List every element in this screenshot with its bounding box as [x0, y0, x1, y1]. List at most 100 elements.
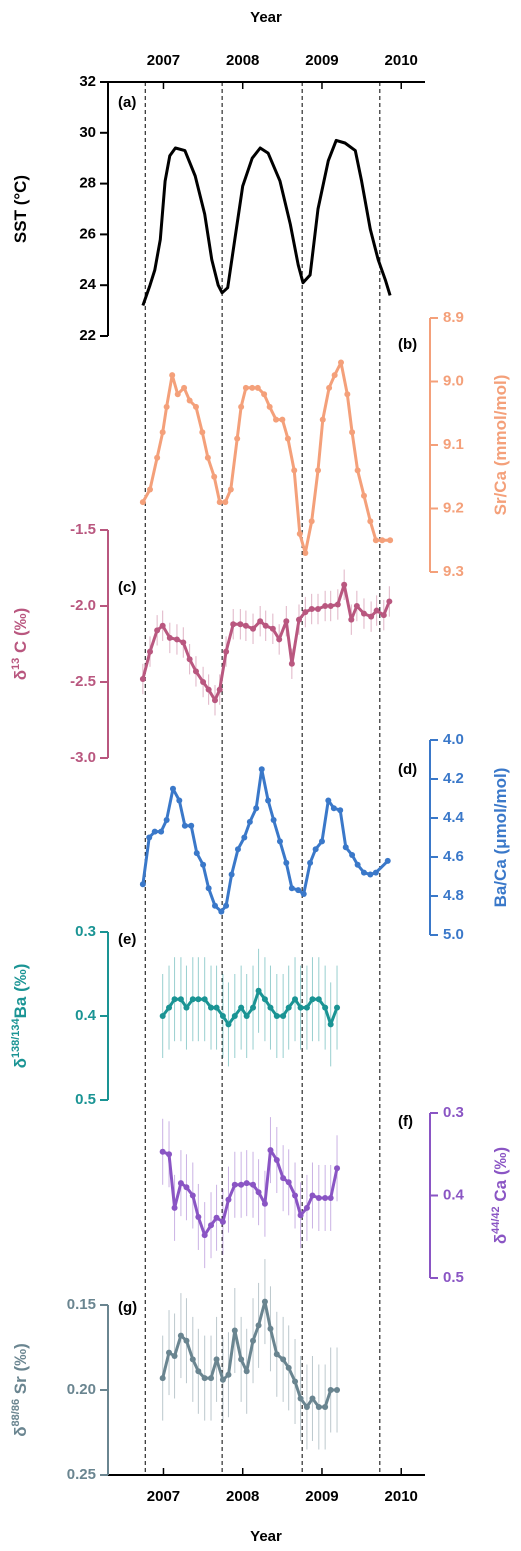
data-point — [384, 857, 391, 864]
data-point — [368, 613, 375, 620]
data-point — [327, 603, 334, 609]
data-point — [238, 403, 245, 410]
data-point — [257, 618, 264, 625]
data-point — [302, 549, 309, 556]
data-point — [218, 908, 225, 915]
data-point — [243, 1368, 250, 1375]
data-point — [242, 622, 249, 629]
data-point — [337, 807, 344, 814]
y-axis-title-part: Sr/Ca (mmol/mol) — [491, 375, 510, 516]
y-axis-title: Ba/Ca (μmol/mol) — [491, 768, 510, 908]
y-tick-label: 4.8 — [443, 887, 464, 904]
data-point — [262, 622, 269, 629]
data-point — [276, 838, 283, 845]
data-line — [161, 1300, 337, 1409]
y-tick-label: 0.4 — [75, 1007, 97, 1024]
data-point — [267, 1147, 274, 1154]
y-tick-label: 0.4 — [443, 1186, 465, 1203]
data-point — [342, 844, 349, 851]
x-tick-label: 2010 — [385, 1488, 418, 1505]
data-point — [243, 1180, 250, 1187]
data-point — [372, 537, 379, 544]
y-axis-title-part: Ba (‰) — [11, 964, 30, 1019]
data-point — [188, 822, 195, 829]
data-point — [292, 1192, 299, 1199]
panel-label: (g) — [118, 1299, 137, 1316]
x-axis-title-top: Year — [250, 9, 282, 26]
data-point — [250, 1181, 257, 1188]
data-point — [273, 416, 280, 423]
y-tick-label: 9.2 — [443, 499, 464, 516]
data-point — [292, 1378, 299, 1385]
data-point — [186, 656, 193, 663]
data-point — [189, 1192, 196, 1199]
data-point — [315, 996, 322, 1003]
data-point — [266, 403, 273, 410]
data-point — [273, 1157, 280, 1164]
data-point — [183, 1184, 190, 1191]
data-point — [225, 1021, 232, 1028]
y-axis-title-part: C (‰) — [11, 608, 30, 658]
data-point — [296, 530, 303, 537]
data-point — [195, 996, 202, 1003]
data-point — [291, 467, 298, 474]
x-tick-label: 2008 — [226, 52, 259, 69]
data-point — [261, 996, 268, 1003]
data-point — [303, 1404, 310, 1410]
y-tick-label: 30 — [79, 124, 96, 141]
data-point — [315, 1194, 322, 1201]
panel-label: (b) — [398, 336, 417, 353]
data-point — [360, 610, 367, 617]
data-point — [261, 1200, 268, 1207]
y-axis-title-part: δ — [11, 1426, 30, 1436]
y-axis-title-part: δ — [11, 1058, 30, 1068]
data-point — [322, 1194, 329, 1201]
data-point — [300, 891, 307, 898]
data-point — [213, 1214, 220, 1221]
data-point — [204, 454, 211, 461]
data-point — [183, 1004, 190, 1011]
data-point — [201, 996, 208, 1003]
data-point — [208, 1375, 215, 1382]
y-tick-label: -2.0 — [70, 597, 96, 614]
data-point — [315, 467, 322, 474]
y-tick-label: 32 — [79, 73, 96, 90]
data-point — [180, 639, 187, 646]
y-tick-label: 9.1 — [443, 436, 464, 453]
data-point — [327, 1194, 334, 1201]
data-point — [283, 618, 290, 625]
data-point — [238, 1004, 245, 1011]
data-line — [141, 361, 391, 555]
data-point — [367, 871, 374, 878]
data-line — [141, 583, 391, 702]
data-point — [146, 834, 153, 841]
data-point — [387, 537, 394, 544]
y-tick-label: 9.3 — [443, 563, 464, 580]
data-point — [337, 359, 344, 366]
data-point — [231, 1327, 238, 1334]
data-point — [171, 1204, 178, 1211]
data-point — [223, 902, 230, 909]
y-tick-label: 0.5 — [443, 1269, 464, 1286]
data-point — [379, 537, 386, 544]
data-point — [250, 625, 257, 632]
data-point — [322, 1404, 329, 1410]
data-point — [201, 1375, 208, 1382]
data-point — [308, 606, 315, 613]
data-point — [344, 391, 351, 398]
data-point — [171, 996, 178, 1003]
y-axis-title-part: SST (°C) — [11, 175, 30, 243]
y-tick-label: 4.4 — [443, 809, 465, 826]
data-point — [267, 1325, 274, 1332]
data-point — [231, 1013, 238, 1019]
data-point — [285, 1179, 292, 1186]
y-tick-label: -3.0 — [70, 749, 96, 766]
y-tick-label: 0.3 — [75, 923, 96, 940]
data-point — [372, 869, 379, 876]
panel-label: (d) — [398, 761, 417, 778]
data-point — [211, 902, 218, 909]
panel-label: (f) — [398, 1113, 413, 1130]
y-tick-label: 0.5 — [75, 1091, 96, 1108]
y-tick-label: 26 — [79, 225, 96, 242]
